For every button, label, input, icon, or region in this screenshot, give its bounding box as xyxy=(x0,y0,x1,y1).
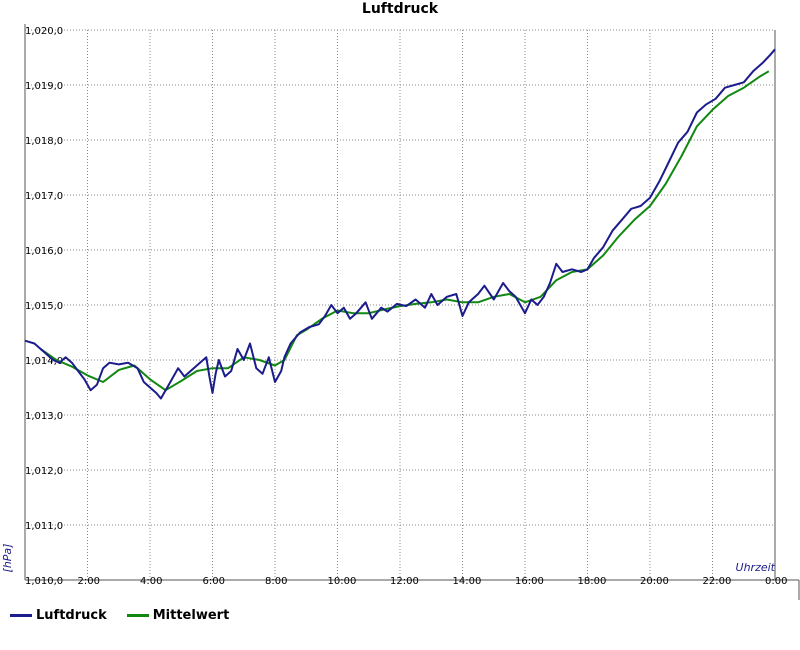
y-tick-label: 1,020,0 xyxy=(25,26,63,37)
y-axis-ticks: 1,010,0 1,011,0 1,012,0 1,013,0 1,014,0 1,015… xyxy=(25,26,63,587)
y-tick-label: 1,018,0 xyxy=(25,136,63,147)
legend-item-mittelwert: Mittelwert xyxy=(126,608,230,623)
x-tick-label: 2:00 xyxy=(78,576,100,587)
x-tick-label: 6:00 xyxy=(203,576,225,587)
series-layer xyxy=(24,48,776,400)
plot-frame xyxy=(24,24,800,600)
x-tick-label: 20:00 xyxy=(640,576,669,587)
legend: Luftdruck Mittelwert xyxy=(10,608,229,623)
series-line-luftdruck xyxy=(24,48,776,400)
x-axis-ticks: 2:00 4:00 6:00 8:00 10:00 12:00 14:00 16:00 18:0… xyxy=(78,576,788,587)
x-tick-label: 14:00 xyxy=(453,576,482,587)
y-tick-label: 1,017,0 xyxy=(25,191,63,202)
x-tick-label: 10:00 xyxy=(328,576,357,587)
x-tick-label: 18:00 xyxy=(578,576,607,587)
y-axis-label: [hPa] xyxy=(1,544,14,573)
legend-label-mittelwert: Mittelwert xyxy=(152,608,230,623)
y-tick-label: 1,012,0 xyxy=(25,466,63,477)
y-tick-label: 1,013,0 xyxy=(25,411,63,422)
y-tick-label: 1,014,0 xyxy=(25,356,63,367)
x-axis-label: Uhrzeit xyxy=(736,561,776,574)
legend-label-luftdruck: Luftdruck xyxy=(36,608,107,623)
y-tick-label: 1,019,0 xyxy=(25,81,63,92)
chart-title: Luftdruck xyxy=(362,1,439,17)
chart: Luftdruck 1,010,01,011,01,012,01,013,01,… xyxy=(1,1,800,600)
y-tick-label: 1,010,0 xyxy=(25,576,63,587)
x-tick-label: 22:00 xyxy=(703,576,732,587)
x-tick-label: 12:00 xyxy=(390,576,419,587)
x-tick-label: 0:00 xyxy=(765,576,787,587)
x-tick-label: 8:00 xyxy=(265,576,287,587)
x-tick-label: 16:00 xyxy=(515,576,544,587)
legend-swatch-luftdruck xyxy=(10,614,32,617)
y-tick-label: 1,016,0 xyxy=(25,246,63,257)
legend-item-luftdruck: Luftdruck xyxy=(10,608,107,623)
x-tick-label: 4:00 xyxy=(140,576,162,587)
legend-swatch-mittelwert xyxy=(126,614,149,617)
y-tick-label: 1,011,0 xyxy=(25,521,63,532)
grid xyxy=(25,29,775,580)
y-tick-label: 1,015,0 xyxy=(25,301,63,312)
